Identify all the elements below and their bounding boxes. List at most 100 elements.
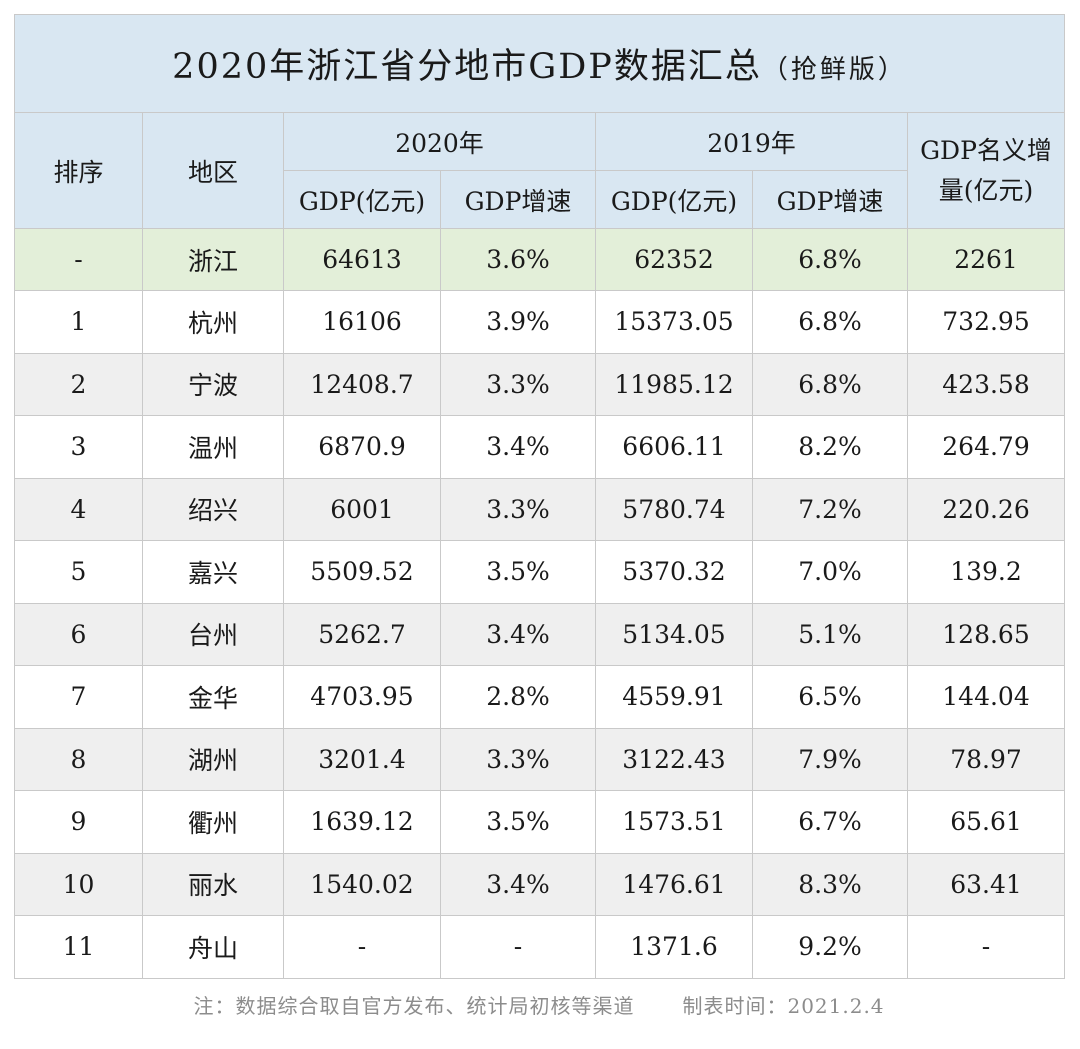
cell-region: 台州 (142, 602, 284, 666)
cell-increase: 65.61 (906, 790, 1066, 854)
table-row: 1 杭州 16106 3.9% 15373.05 6.8% 732.95 (14, 290, 1066, 354)
cell-increase: 423.58 (906, 352, 1066, 416)
province-row: - 浙江 64613 3.6% 62352 6.8% 2261 (14, 228, 1066, 291)
cell-gdp-2019: 1371.6 (595, 915, 753, 979)
cell-gdp-2020: 5262.7 (283, 602, 441, 666)
cell-growth-2020: 3.5% (440, 540, 596, 604)
cell-gdp-2020: 3201.4 (283, 727, 441, 791)
made-time: 制表时间：2021.2.4 (682, 994, 885, 1018)
cell-growth-2019: 6.7% (752, 790, 908, 854)
table-row: 11 舟山 - -1371.6 9.2% - (14, 915, 1066, 979)
city-rows: 1 杭州 16106 3.9% 15373.05 6.8% 732.95 2 宁波 12408.7… (14, 290, 1066, 979)
cell-gdp-2019: 4559.91 (595, 665, 753, 729)
cell-growth-2019: 7.9% (752, 727, 908, 791)
table-row: 5 嘉兴 5509.52 3.5% 5370.32 7.0% 139.2 (14, 540, 1066, 604)
cell-growth-2019: 6.8% (752, 290, 908, 354)
cell-growth-2019: 7.0% (752, 540, 908, 604)
header-year-2019: 2019年 (595, 112, 908, 171)
cell-rank: 1 (14, 290, 143, 354)
cell-growth-2019: 6.5% (752, 665, 908, 729)
table-row: 8 湖州 3201.4 3.3% 3122.43 7.9% 78.97 (14, 727, 1066, 791)
cell-region: 衢州 (142, 790, 284, 854)
table-row: 2 宁波 12408.7 3.3% 11985.12 6.8% 423.58 (14, 352, 1066, 416)
header-rank: 排序 (14, 112, 143, 229)
cell-gdp-2020: 6870.9 (283, 415, 441, 479)
cell-increase: 144.04 (906, 665, 1066, 729)
table-row: 3 温州 6870.9 3.4% 6606.11 8.2% 264.79 (14, 415, 1066, 479)
cell-growth-2020: 3.3% (440, 352, 596, 416)
footnote: 注：数据综合取自官方发布、统计局初核等渠道 制表时间：2021.2.4 (14, 981, 1064, 1032)
cell-growth-2019: 6.8% (752, 352, 908, 416)
cell-region: 湖州 (142, 727, 284, 791)
cell-gdp-2019: 62352 (595, 228, 753, 291)
cell-increase: - (906, 915, 1066, 979)
cell-increase: 264.79 (906, 415, 1066, 479)
cell-gdp-2020: 6001 (283, 477, 441, 541)
cell-rank: 5 (14, 540, 143, 604)
cell-growth-2020: - (440, 915, 596, 979)
cell-increase: 139.2 (906, 540, 1066, 604)
cell-growth-2020: 3.4% (440, 602, 596, 666)
cell-gdp-2019: 5780.74 (595, 477, 753, 541)
header-growth-2020: GDP增速 (440, 170, 596, 229)
cell-region: 宁波 (142, 352, 284, 416)
cell-growth-2020: 3.4% (440, 852, 596, 916)
cell-gdp-2019: 5134.05 (595, 602, 753, 666)
cell-increase: 63.41 (906, 852, 1066, 916)
cell-gdp-2019: 3122.43 (595, 727, 753, 791)
cell-growth-2019: 5.1% (752, 602, 908, 666)
cell-growth-2020: 3.5% (440, 790, 596, 854)
cell-increase: 732.95 (906, 290, 1066, 354)
header-year-2020: 2020年 (283, 112, 596, 171)
cell-gdp-2020: - (283, 915, 441, 979)
table-title: 2020年浙江省分地市GDP数据汇总（抢鲜版） (13, 14, 1066, 113)
header-gdp-2019: GDP(亿元) (595, 170, 753, 229)
cell-rank: 4 (14, 477, 143, 541)
cell-region: 丽水 (142, 852, 284, 916)
cell-rank: 7 (14, 665, 143, 729)
cell-increase: 2261 (906, 228, 1066, 291)
gdp-table: 2020年浙江省分地市GDP数据汇总（抢鲜版） 排序 地区 2020年 2019… (13, 14, 1066, 979)
cell-rank: 6 (14, 602, 143, 666)
cell-region: 浙江 (142, 228, 284, 291)
cell-gdp-2019: 1573.51 (595, 790, 753, 854)
table-row: 6 台州 5262.7 3.4% 5134.05 5.1% 128.65 (14, 602, 1066, 666)
header-growth-2019: GDP增速 (752, 170, 908, 229)
cell-region: 嘉兴 (142, 540, 284, 604)
cell-region: 舟山 (142, 915, 284, 979)
cell-rank: 9 (14, 790, 143, 854)
cell-increase: 128.65 (906, 602, 1066, 666)
table-row: 9 衢州 1639.12 3.5% 1573.51 6.7% 65.61 (14, 790, 1066, 854)
table-row: 10 丽水 1540.02 3.4% 1476.61 8.3% 63.41 (14, 852, 1066, 916)
cell-gdp-2019: 15373.05 (595, 290, 753, 354)
cell-growth-2019: 8.3% (752, 852, 908, 916)
cell-increase: 220.26 (906, 477, 1066, 541)
cell-region: 金华 (142, 665, 284, 729)
cell-rank: 10 (14, 852, 143, 916)
cell-gdp-2020: 5509.52 (283, 540, 441, 604)
cell-growth-2019: 8.2% (752, 415, 908, 479)
cell-growth-2019: 6.8% (752, 228, 908, 291)
cell-rank: - (14, 228, 143, 291)
cell-rank: 11 (14, 915, 143, 979)
cell-rank: 3 (14, 415, 143, 479)
header-gdp-2020: GDP(亿元) (283, 170, 441, 229)
cell-growth-2020: 3.6% (440, 228, 596, 291)
cell-growth-2020: 3.9% (440, 290, 596, 354)
subtitle-text: （抢鲜版） (761, 55, 907, 85)
table-row: 4 绍兴 6001 3.3% 5780.74 7.2% 220.26 (14, 477, 1066, 541)
table-row: 7 金华 4703.95 2.8% 4559.91 6.5% 144.04 (14, 665, 1066, 729)
cell-rank: 8 (14, 727, 143, 791)
cell-gdp-2019: 6606.11 (595, 415, 753, 479)
header-increase-line1: GDP名义增 (920, 135, 1052, 165)
title-text: 2020年浙江省分地市GDP数据汇总 (172, 47, 762, 87)
cell-gdp-2020: 1639.12 (283, 790, 441, 854)
cell-gdp-2020: 64613 (283, 228, 441, 291)
cell-gdp-2020: 16106 (283, 290, 441, 354)
cell-growth-2019: 9.2% (752, 915, 908, 979)
header-increase-line2: 量(亿元) (938, 175, 1034, 205)
cell-region: 杭州 (142, 290, 284, 354)
cell-gdp-2020: 4703.95 (283, 665, 441, 729)
cell-gdp-2019: 1476.61 (595, 852, 753, 916)
header-region: 地区 (142, 112, 284, 229)
